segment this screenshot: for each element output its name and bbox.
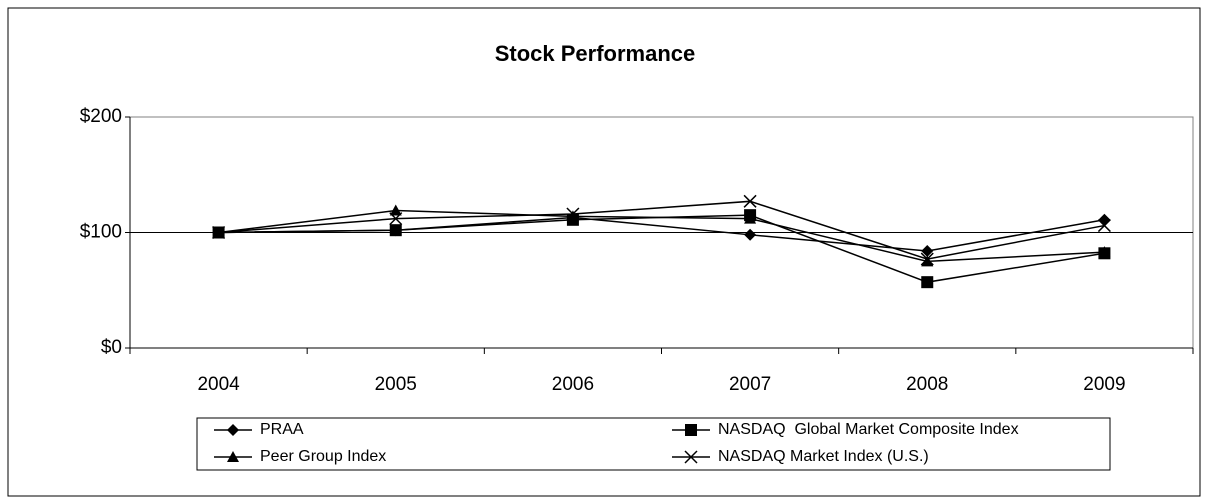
marker	[684, 450, 698, 464]
marker	[921, 276, 934, 289]
y-tick-label: $100	[80, 222, 122, 243]
y-tick-label: $200	[80, 106, 122, 127]
x-tick-label: 2009	[1083, 374, 1125, 395]
marker	[744, 212, 757, 224]
marker	[566, 207, 580, 221]
marker	[743, 194, 757, 208]
chart-title: Stock Performance	[495, 41, 696, 66]
series-line	[218, 200, 1105, 260]
marker	[1098, 246, 1111, 258]
chart-frame	[7, 7, 1201, 497]
x-tick-label: 2006	[552, 374, 594, 395]
marker	[566, 210, 579, 222]
marker	[1097, 219, 1111, 233]
marker	[744, 228, 757, 241]
marker	[920, 252, 934, 266]
marker	[227, 424, 239, 436]
marker	[389, 224, 402, 237]
x-tick-label: 2008	[906, 374, 948, 395]
x-tick-label: 2005	[375, 374, 417, 395]
legend-label: NASDAQ Global Market Composite Index	[718, 421, 1019, 438]
legend-label: Peer Group Index	[260, 448, 386, 465]
marker	[921, 244, 934, 257]
marker	[212, 225, 226, 240]
series-line	[218, 209, 1105, 263]
legend-box	[196, 417, 1111, 471]
legend-label: NASDAQ Market Index (U.S.)	[718, 448, 929, 465]
legend-label: PRAA	[260, 421, 304, 438]
marker	[227, 451, 239, 462]
marker	[685, 424, 697, 436]
x-tick-label: 2004	[197, 374, 240, 395]
y-tick-label: $0	[101, 337, 122, 358]
x-tick-label: 2007	[729, 374, 771, 395]
marker	[921, 255, 934, 267]
marker	[389, 204, 402, 216]
marker	[389, 212, 403, 226]
